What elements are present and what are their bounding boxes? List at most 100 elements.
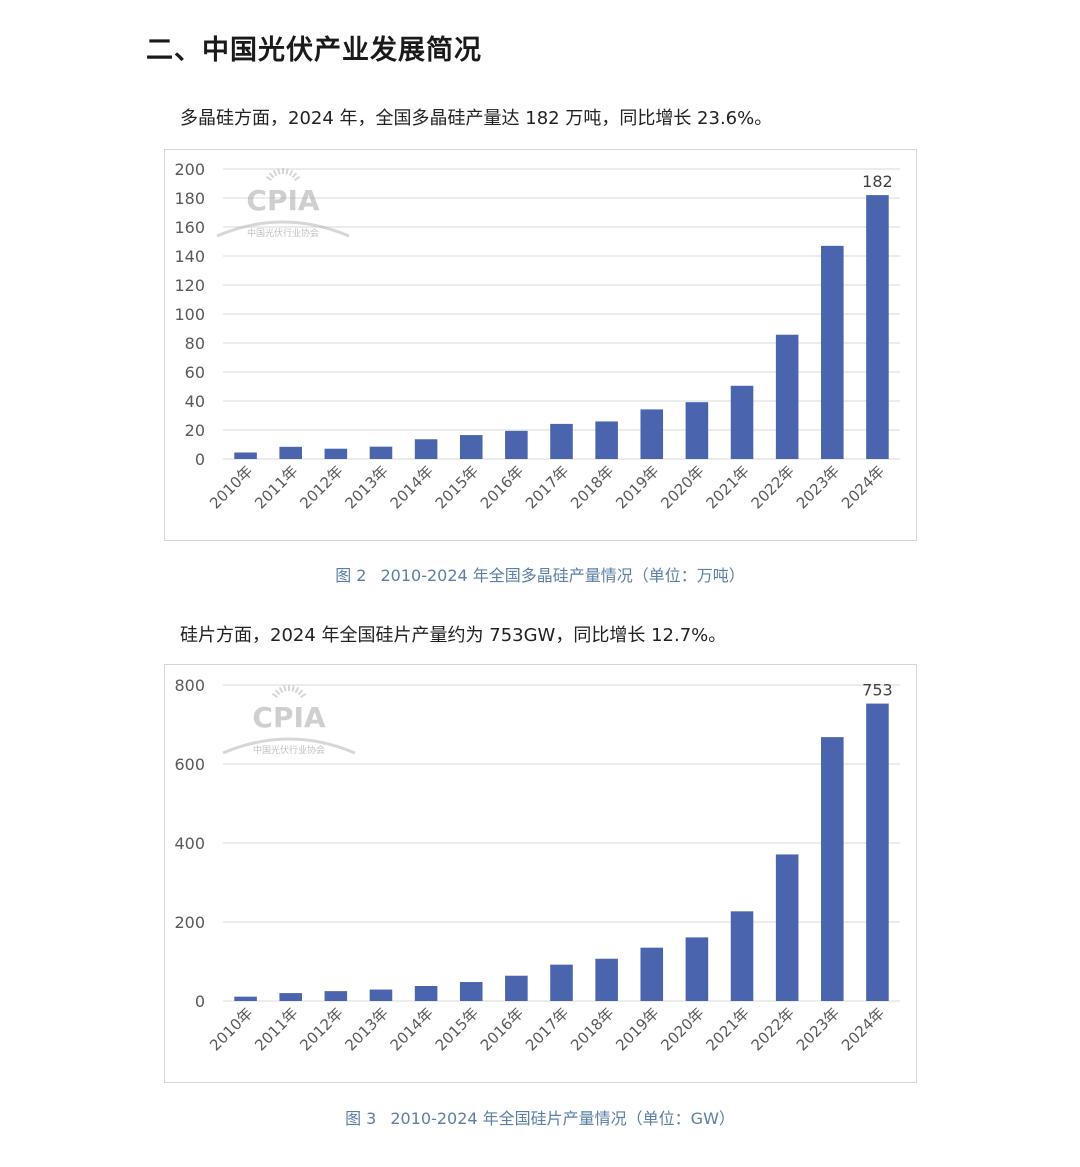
watermark-sun-ray	[291, 172, 298, 179]
y-tick-label: 0	[195, 450, 205, 469]
bar-2013年	[369, 446, 393, 459]
x-tick-label: 2015年	[432, 1004, 482, 1054]
y-tick-label: 0	[195, 992, 205, 1011]
bar-2024年	[866, 195, 889, 459]
watermark-sun-ray	[265, 175, 272, 182]
watermark-sun-ray	[294, 686, 300, 694]
bar-2021年	[730, 385, 754, 459]
bar-2012年	[324, 448, 348, 459]
wafer-bar-chart-svg: 0 200 400 600 800 CPIA 中国光伏行业协会 2010年2011年2012年…	[174, 676, 900, 1054]
x-tick-label: 2020年	[657, 462, 707, 512]
bar-2010年	[234, 452, 257, 459]
watermark-org-text: 中国光伏行业协会	[247, 227, 319, 239]
watermark-sun-ray	[288, 169, 294, 177]
bar-2018年	[595, 958, 618, 1001]
figure-2-number: 图 2	[335, 566, 367, 585]
wafer-paragraph: 硅片方面，2024 年全国硅片产量约为 753GW，同比增长 12.7%。	[180, 625, 727, 646]
y-tick-label: 140	[174, 247, 205, 266]
watermark-sun-ray	[278, 686, 284, 694]
watermark-sun-ray	[294, 175, 301, 182]
x-tick-label: 2011年	[251, 462, 301, 512]
polysilicon-paragraph: 多晶硅方面，2024 年，全国多晶硅产量达 182 万吨，同比增长 23.6%。	[180, 108, 773, 129]
watermark-sun-ray	[277, 168, 281, 175]
cpia-watermark: CPIA 中国光伏行业协会	[216, 168, 350, 239]
bar-2014年	[414, 439, 438, 459]
x-tick-label: 2021年	[703, 1004, 753, 1054]
x-tick-label: 2012年	[296, 1004, 346, 1054]
x-tick-label: 2011年	[251, 1004, 301, 1054]
bar-2010年	[234, 996, 257, 1001]
y-tick-label: 40	[185, 392, 205, 411]
watermark-logo-text: CPIA	[252, 701, 325, 734]
bar-2017年	[550, 423, 573, 459]
x-tick-label: 2016年	[477, 462, 527, 512]
wafer-chart: 0 200 400 600 800 CPIA 中国光伏行业协会 2010年 2011年 2012年…	[164, 664, 917, 1083]
bar-data-label: 182	[862, 172, 893, 191]
watermark-swoosh	[216, 220, 350, 238]
bar-2011年	[279, 446, 302, 459]
y-tick-label: 160	[174, 218, 205, 237]
y-tick-label: 180	[174, 189, 205, 208]
bar-2017年	[550, 964, 573, 1001]
x-tick-label: 2015年	[432, 462, 482, 512]
bar-2016年	[505, 975, 528, 1001]
x-tick-label: 2014年	[387, 462, 437, 512]
x-tick-label: 2018年	[567, 1004, 617, 1054]
y-tick-label: 800	[174, 676, 205, 695]
watermark-sun-ray	[272, 169, 278, 177]
y-tick-label: 120	[174, 276, 205, 295]
x-tick-label: 2012年	[296, 462, 346, 512]
x-tick-label: 2022年	[748, 462, 798, 512]
x-tick-label: 2014年	[387, 1004, 437, 1054]
x-tick-label: 2013年	[341, 1004, 391, 1054]
bar-2021年	[730, 911, 754, 1001]
x-tick-label: 2010年	[206, 1004, 256, 1054]
watermark-sun-ray	[300, 692, 307, 699]
x-tick-label: 2018年	[567, 462, 617, 512]
y-tick-label: 400	[174, 834, 205, 853]
watermark-logo-text: CPIA	[246, 184, 319, 217]
x-tick-label: 2022年	[748, 1004, 798, 1054]
figure-2-title: 2010-2024 年全国多晶硅产量情况（单位：万吨）	[380, 566, 745, 585]
bar-2019年	[640, 947, 664, 1001]
bar-2015年	[459, 435, 483, 459]
polysilicon-bar-chart-svg: 0 20 40 60 80 100 120 140 160 180 200 CPIA 中国光伏行业协会 2…	[174, 160, 900, 512]
bar-2022年	[775, 334, 799, 459]
x-tick-label: 2024年	[838, 1004, 888, 1054]
y-tick-label: 100	[174, 305, 205, 324]
x-tick-label: 2020年	[657, 1004, 707, 1054]
y-tick-label: 200	[174, 913, 205, 932]
x-tick-label: 2021年	[703, 462, 753, 512]
figure-3-title: 2010-2024 年全国硅片产量情况（单位：GW）	[390, 1109, 735, 1128]
polysilicon-chart: 0 20 40 60 80 100 120 140 160 180 200 CPIA 中国光伏行业协会 2…	[164, 149, 917, 541]
watermark-swoosh	[222, 737, 356, 755]
watermark-sun-ray	[274, 689, 281, 696]
watermark-sun-ray	[291, 685, 295, 692]
bar-2013年	[369, 989, 393, 1001]
bar-2022年	[775, 854, 799, 1001]
x-tick-label: 2013年	[341, 462, 391, 512]
figure-2-caption: 图 2 2010-2024 年全国多晶硅产量情况（单位：万吨）	[0, 562, 1080, 586]
bar-2018年	[595, 421, 618, 459]
watermark-sun-ray	[285, 168, 289, 175]
x-tick-label: 2017年	[522, 462, 572, 512]
watermark-sun-ray	[297, 689, 304, 696]
bar-2020年	[685, 937, 709, 1001]
bar-2019年	[640, 409, 664, 459]
bar-2020年	[685, 402, 709, 459]
y-tick-label: 20	[185, 421, 205, 440]
bar-2023年	[821, 737, 844, 1001]
section-heading: 二、中国光伏产业发展简况	[146, 35, 482, 66]
x-tick-label: 2023年	[793, 1004, 843, 1054]
y-tick-label: 60	[185, 363, 205, 382]
figure-3-caption: 图 3 2010-2024 年全国硅片产量情况（单位：GW）	[0, 1105, 1080, 1129]
cpia-watermark: CPIA 中国光伏行业协会	[222, 685, 356, 756]
bar-2011年	[279, 993, 302, 1001]
x-tick-label: 2019年	[612, 462, 662, 512]
watermark-org-text: 中国光伏行业协会	[253, 744, 325, 756]
bar-2016年	[505, 430, 528, 459]
bar-2024年	[866, 703, 889, 1001]
bar-2014年	[414, 985, 438, 1001]
y-tick-label: 80	[185, 334, 205, 353]
x-tick-label: 2017年	[522, 1004, 572, 1054]
